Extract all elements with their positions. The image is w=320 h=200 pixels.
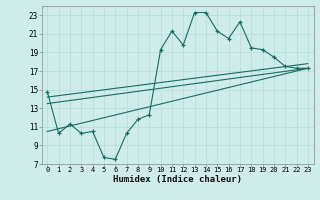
X-axis label: Humidex (Indice chaleur): Humidex (Indice chaleur)	[113, 175, 242, 184]
